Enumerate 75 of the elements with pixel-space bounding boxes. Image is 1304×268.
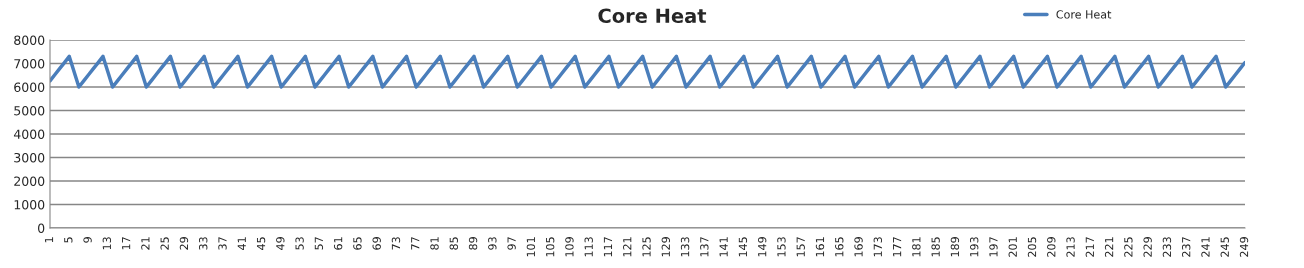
x-tick-label: 37 xyxy=(218,237,227,250)
x-tick-label: 57 xyxy=(314,237,324,250)
y-tick-label: 3000 xyxy=(14,152,45,163)
x-tick-label: 105 xyxy=(545,237,555,257)
y-tick-label: 0 xyxy=(38,223,45,233)
x-tick-label: 209 xyxy=(1047,237,1056,257)
x-tick-label: 45 xyxy=(256,237,266,250)
x-tick-label: 213 xyxy=(1066,237,1075,257)
x-tick-label: 185 xyxy=(931,237,940,257)
x-tick-label: 81 xyxy=(430,237,439,250)
x-tick-label: 177 xyxy=(893,237,902,257)
x-tick-label: 137 xyxy=(700,237,709,257)
x-tick-label: 165 xyxy=(835,237,844,257)
line-series xyxy=(50,54,1245,89)
chart-title: Core Heat xyxy=(598,8,707,24)
x-tick-label: 49 xyxy=(276,237,285,250)
x-tick-label: 129 xyxy=(661,237,670,257)
x-tick-label: 93 xyxy=(488,237,497,250)
x-tick-label: 205 xyxy=(1027,237,1037,257)
x-tick-label: 153 xyxy=(777,237,786,257)
x-tick-label: 189 xyxy=(950,237,960,257)
x-tick-label: 25 xyxy=(160,237,169,250)
x-tick-label: 73 xyxy=(391,237,401,250)
y-tick-label: 5000 xyxy=(14,105,45,116)
y-tick-label: 7000 xyxy=(14,58,45,69)
x-tick-label: 33 xyxy=(199,237,208,250)
y-tick-label: 8000 xyxy=(14,35,45,45)
x-tick-label: 201 xyxy=(1008,237,1017,257)
x-tick-label: 149 xyxy=(757,237,767,257)
x-tick-label: 13 xyxy=(102,237,112,250)
x-tick-label: 145 xyxy=(738,237,748,257)
x-tick-label: 53 xyxy=(295,237,304,250)
x-tick-label: 113 xyxy=(584,237,593,257)
x-tick-label: 173 xyxy=(873,237,883,257)
x-tick-label: 97 xyxy=(507,237,516,250)
x-tick-label: 221 xyxy=(1104,237,1114,257)
x-tick-label: 141 xyxy=(719,237,728,257)
x-tick-label: 41 xyxy=(237,237,246,250)
x-tick-label: 169 xyxy=(854,237,863,257)
x-tick-label: 85 xyxy=(449,237,458,250)
x-tick-label: 121 xyxy=(623,237,632,257)
x-tick-label: 237 xyxy=(1182,237,1191,257)
x-tick-label: 69 xyxy=(372,237,381,250)
x-tick-label: 5 xyxy=(64,237,73,243)
x-tick-label: 225 xyxy=(1124,237,1133,257)
y-tick-label: 6000 xyxy=(14,82,45,92)
x-tick-label: 101 xyxy=(526,237,536,257)
x-tick-label: 117 xyxy=(603,237,613,257)
x-tick-label: 193 xyxy=(969,237,979,257)
y-tick-label: 2000 xyxy=(14,176,45,186)
x-tick-label: 233 xyxy=(1162,237,1172,257)
x-tick-label: 125 xyxy=(642,237,651,257)
y-tick-label: 1000 xyxy=(14,199,45,210)
x-tick-label: 109 xyxy=(565,237,574,257)
x-tick-label: 133 xyxy=(680,237,690,257)
x-tick-label: 65 xyxy=(353,237,362,250)
x-tick-label: 157 xyxy=(796,237,805,257)
x-tick-label: 17 xyxy=(122,237,131,250)
x-tick-label: 61 xyxy=(333,237,343,250)
x-tick-label: 1 xyxy=(44,237,54,243)
x-tick-label: 29 xyxy=(179,237,189,250)
y-tick-label: 4000 xyxy=(13,129,45,139)
x-tick-label: 181 xyxy=(912,237,921,257)
x-tick-label: 197 xyxy=(989,237,998,257)
x-tick-label: 21 xyxy=(141,237,150,250)
x-tick-label: 249 xyxy=(1239,237,1249,257)
x-tick-label: 161 xyxy=(815,237,825,257)
x-tick-label: 245 xyxy=(1220,237,1229,257)
x-tick-label: 77 xyxy=(411,237,420,250)
x-tick-label: 9 xyxy=(83,237,92,243)
x-tick-label: 217 xyxy=(1085,237,1094,257)
legend-label: Core Heat xyxy=(1056,10,1112,19)
x-tick-label: 89 xyxy=(468,237,478,250)
x-tick-label: 241 xyxy=(1201,237,1210,257)
x-tick-label: 229 xyxy=(1143,237,1152,257)
